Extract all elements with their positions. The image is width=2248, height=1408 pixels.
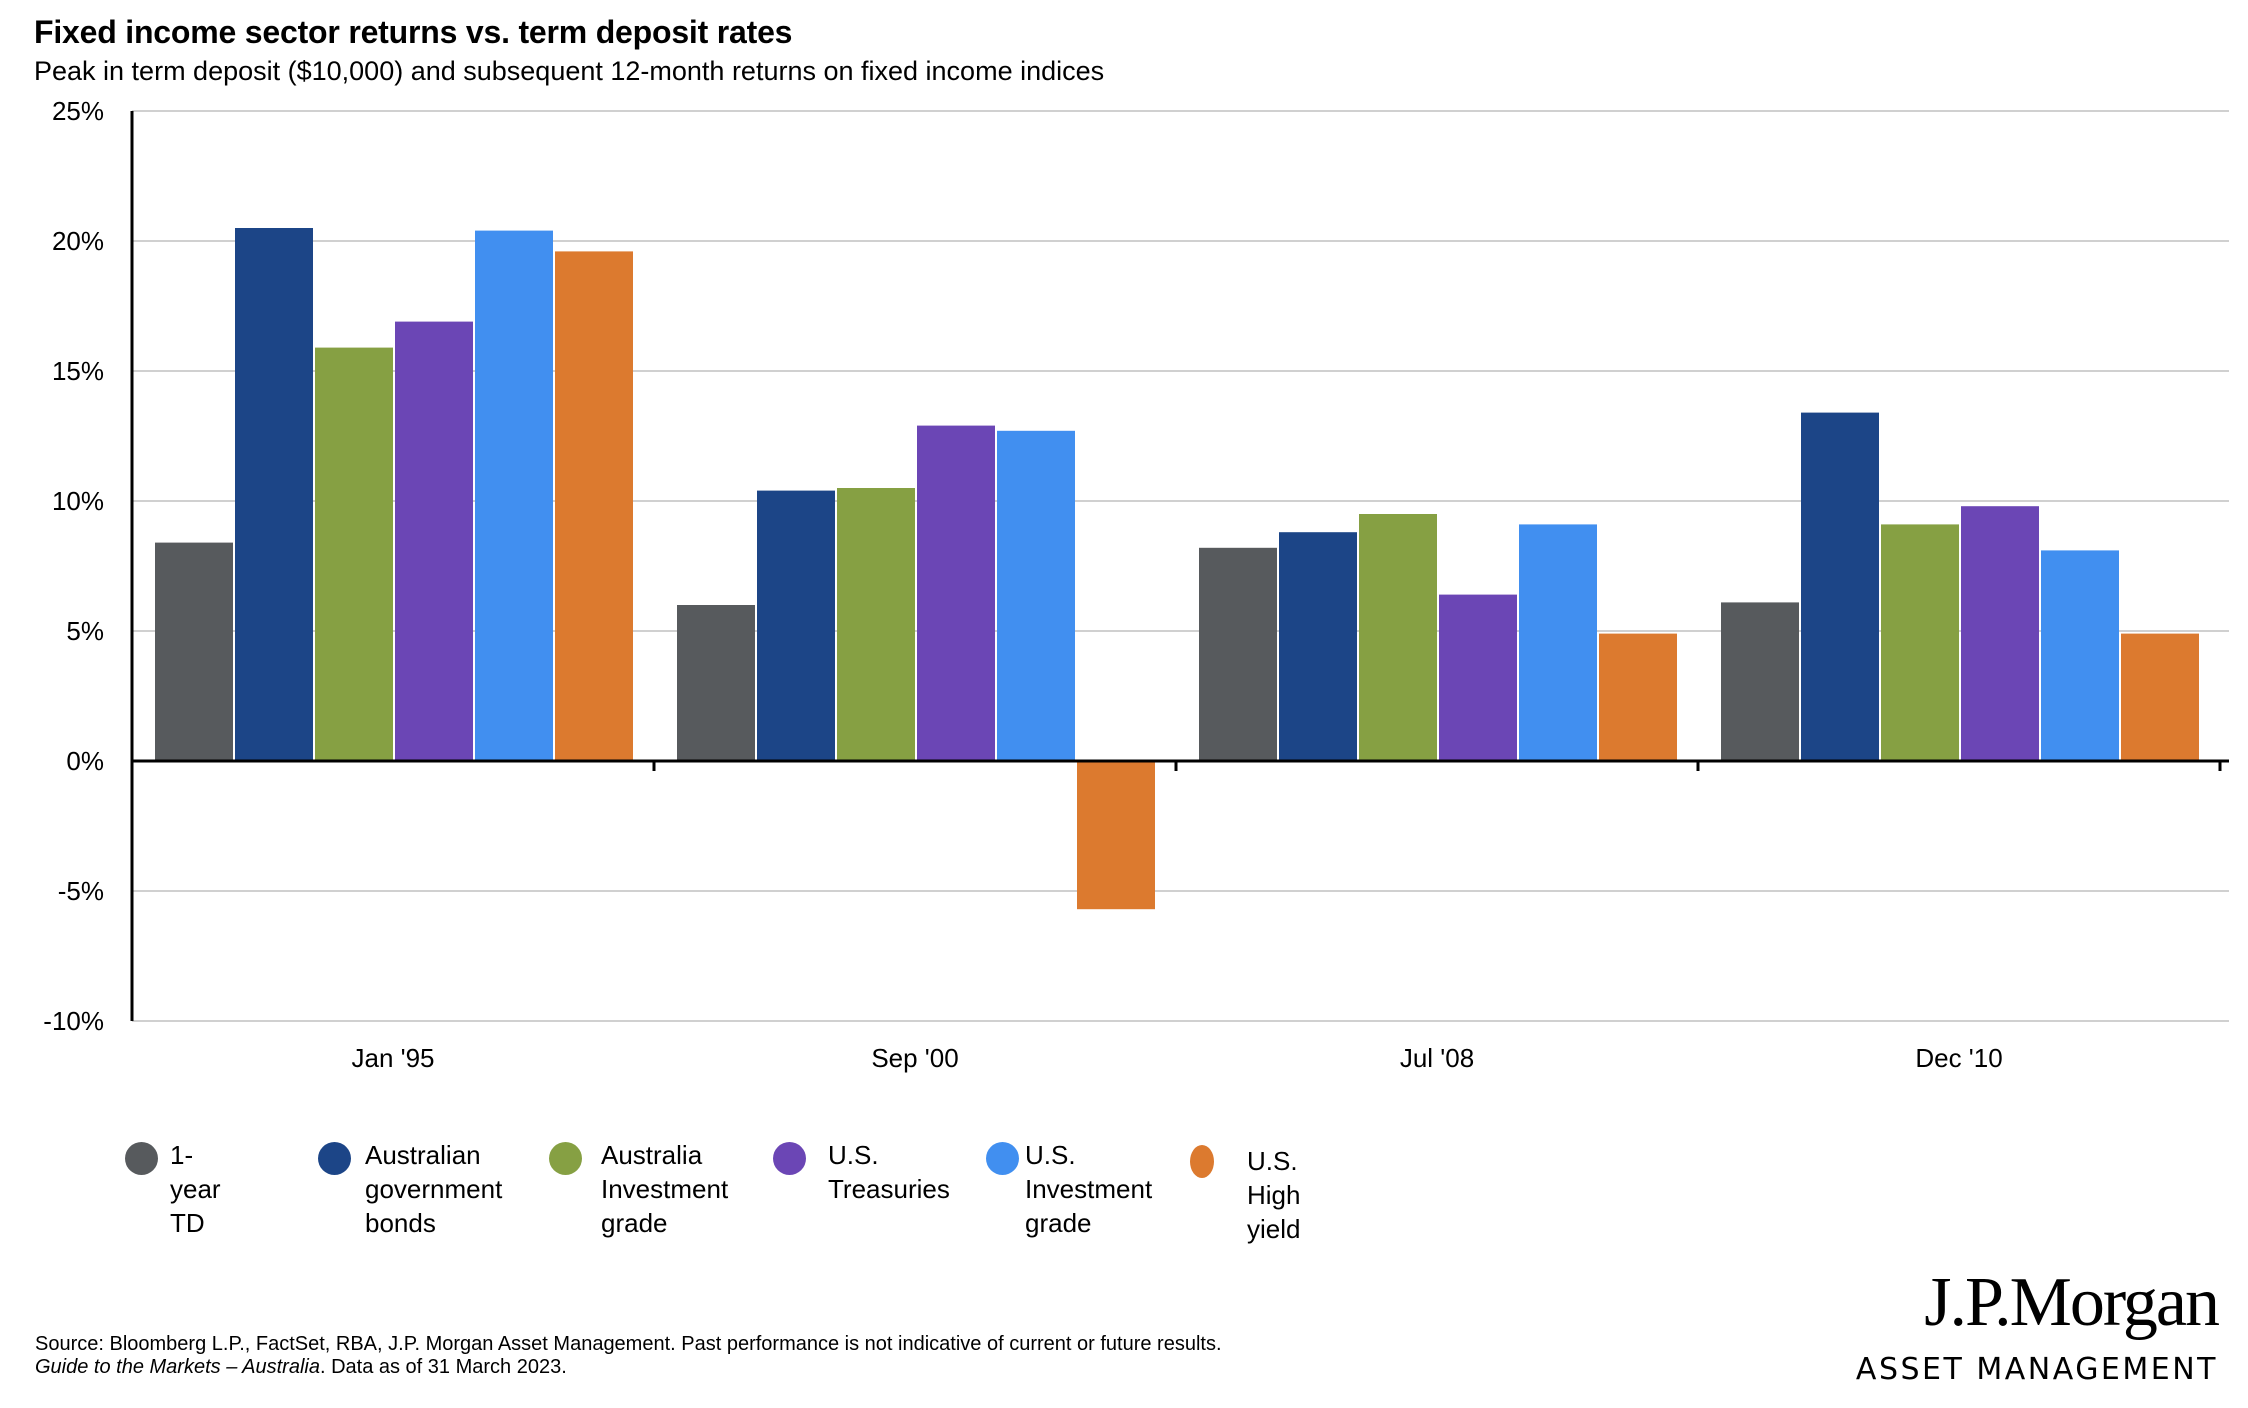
- bar-australia-investment-grade-0: [315, 347, 393, 761]
- bar-1-year-td-2: [1199, 547, 1277, 761]
- bar-australia-investment-grade-3: [1881, 524, 1959, 761]
- bar-u-s-investment-grade-1: [997, 430, 1075, 761]
- bar-u-s-treasuries-3: [1961, 506, 2039, 761]
- x-tick-label: Dec '10: [1915, 1043, 2002, 1073]
- logo-brand: J.P.Morgan: [1924, 1264, 2220, 1341]
- logo-division: ASSET MANAGEMENT: [1855, 1352, 2218, 1387]
- y-tick-label: -10%: [43, 1006, 104, 1036]
- bar-australia-investment-grade-2: [1359, 514, 1437, 761]
- chart-subtitle: Peak in term deposit ($10,000) and subse…: [34, 56, 1105, 86]
- bar-u-s-treasuries-0: [395, 321, 473, 761]
- y-tick-label: 5%: [66, 616, 104, 646]
- bar-1-year-td-3: [1721, 602, 1799, 761]
- x-tick-label: Jul '08: [1400, 1043, 1474, 1073]
- bar-u-s-high-yield-2: [1599, 633, 1677, 761]
- bar-1-year-td-0: [155, 542, 233, 761]
- bar-australian-government-bonds-0: [235, 228, 313, 761]
- x-tick-label: Jan '95: [351, 1043, 434, 1073]
- bar-u-s-high-yield-1: [1077, 761, 1155, 910]
- legend-swatch-icon: [318, 1142, 351, 1175]
- legend-swatch-icon: [986, 1142, 1019, 1175]
- source-text: Source: Bloomberg L.P., FactSet, RBA, J.…: [35, 1333, 1222, 1355]
- bar-chart: 25% 20% 15% 10% 5% 0% -5% -10% Jan '95 Sep '00 Jul…: [43, 96, 2229, 1073]
- bar-u-s-treasuries-1: [917, 425, 995, 761]
- legend-label: Australian government bonds: [365, 1140, 503, 1238]
- bar-australian-government-bonds-1: [757, 490, 835, 761]
- bar-australian-government-bonds-2: [1279, 532, 1357, 761]
- bar-australian-government-bonds-3: [1801, 412, 1879, 761]
- bar-1-year-td-1: [677, 605, 755, 761]
- legend-label: U.S. High yield: [1247, 1146, 1301, 1244]
- legend-swatch-icon: [1190, 1145, 1214, 1178]
- legend-label: U.S. Investment grade: [1025, 1140, 1153, 1238]
- legend-label: U.S. Treasuries: [828, 1140, 950, 1204]
- bar-u-s-treasuries-2: [1439, 594, 1517, 761]
- y-tick-label: 0%: [66, 746, 104, 776]
- bar-australia-investment-grade-1: [837, 488, 915, 761]
- legend-swatch-icon: [125, 1142, 158, 1175]
- jpmorgan-logo: J.P.Morgan ASSET MANAGEMENT: [1855, 1264, 2220, 1388]
- y-tick-label: 15%: [52, 356, 104, 386]
- chart-title: Fixed income sector returns vs. term dep…: [34, 14, 793, 50]
- axis-labels: 25% 20% 15% 10% 5% 0% -5% -10% Jan '95 Sep '00 Jul…: [43, 96, 2002, 1073]
- y-tick-label: 10%: [52, 486, 104, 516]
- y-tick-label: 25%: [52, 96, 104, 126]
- legend-swatch-icon: [549, 1142, 582, 1175]
- legend-swatch-icon: [773, 1142, 806, 1175]
- y-tick-label: -5%: [58, 876, 104, 906]
- guide-title: Guide to the Markets – Australia: [35, 1356, 320, 1378]
- bar-u-s-investment-grade-2: [1519, 524, 1597, 761]
- bars: [155, 228, 2199, 910]
- legend-label: Australia Investment grade: [601, 1140, 729, 1238]
- bar-u-s-high-yield-0: [555, 251, 633, 761]
- bar-u-s-investment-grade-3: [2041, 550, 2119, 761]
- source-note: Source: Bloomberg L.P., FactSet, RBA, J.…: [35, 1333, 1222, 1379]
- bar-u-s-high-yield-3: [2121, 633, 2199, 761]
- legend-label: 1-year TD: [170, 1140, 221, 1238]
- x-tick-label: Sep '00: [871, 1043, 958, 1073]
- bar-u-s-investment-grade-0: [475, 230, 553, 762]
- data-date-note: Guide to the Markets – Australia. Data a…: [35, 1356, 1222, 1379]
- axes: [130, 111, 2229, 1021]
- data-date: . Data as of 31 March 2023.: [319, 1356, 567, 1378]
- y-tick-label: 20%: [52, 226, 104, 256]
